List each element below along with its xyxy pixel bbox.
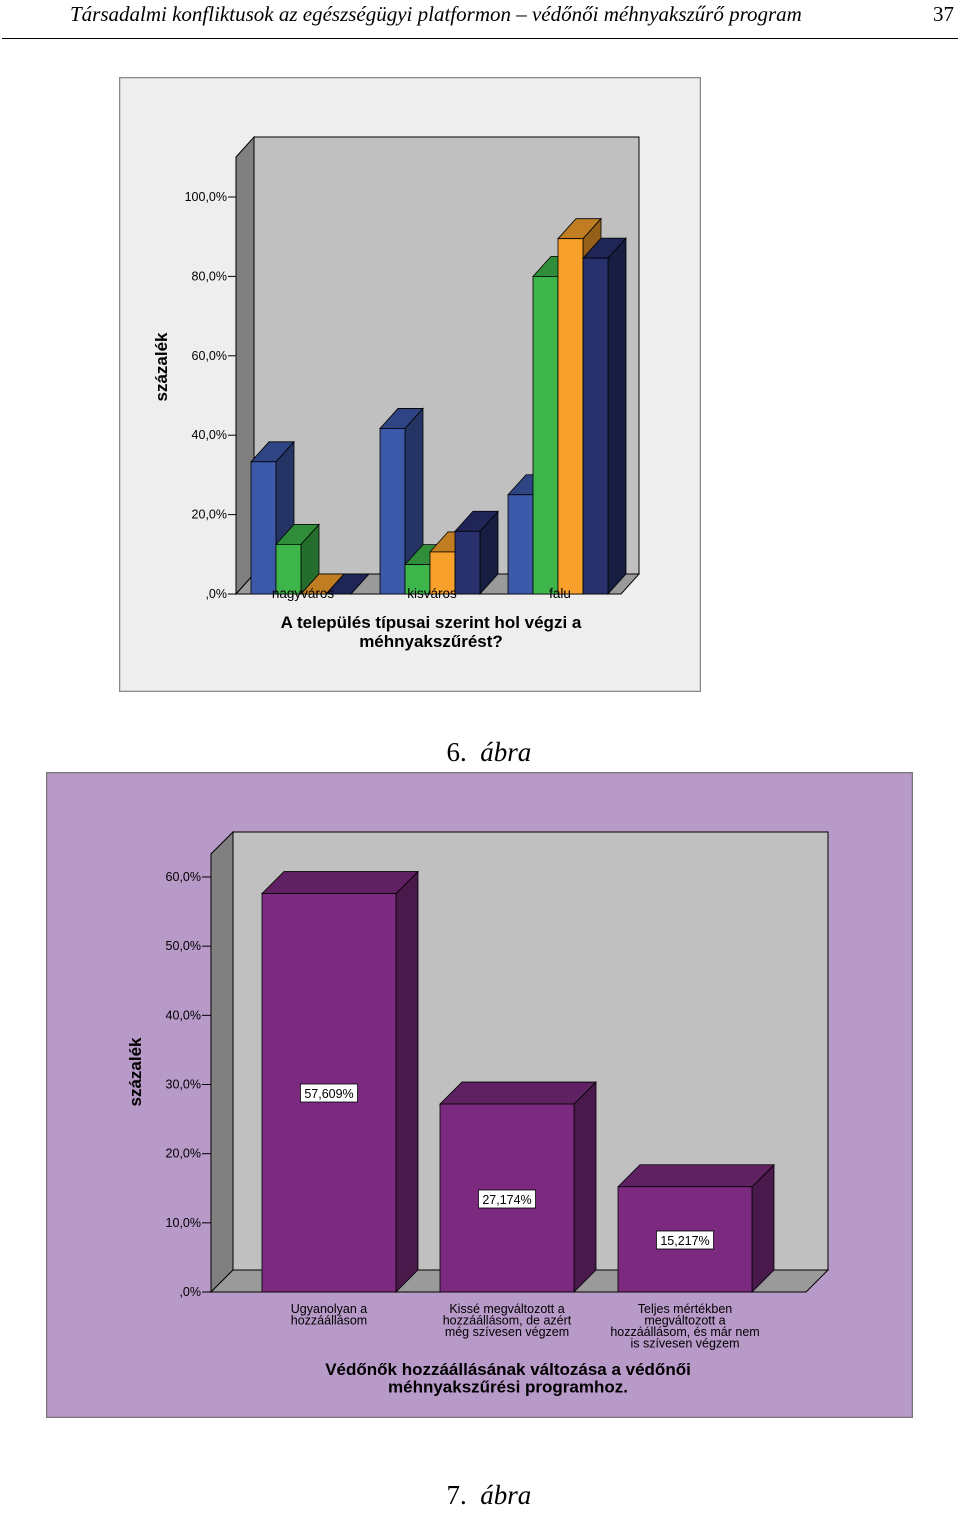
x-tick-label: még szívesen végzem bbox=[445, 1325, 569, 1339]
figure-6-caption: 6. ábra bbox=[433, 698, 532, 767]
y-axis-label: százalék bbox=[126, 1037, 145, 1107]
bar-falu-3 bbox=[582, 237, 627, 596]
x-tick-label: hozzáállásom, de azért bbox=[443, 1314, 572, 1328]
figure-7-label: ábra bbox=[480, 1480, 532, 1510]
x-tick-label: Ugyanolyan a bbox=[291, 1302, 367, 1316]
x-axis-label: Védőnők hozzáállásának változása a védőn… bbox=[325, 1360, 691, 1379]
svg-text:57,609%: 57,609% bbox=[304, 1087, 353, 1101]
data-label: 27,174% bbox=[478, 1189, 536, 1209]
x-tick-label: Teljes mértékben bbox=[638, 1302, 733, 1316]
bar-kisváros-0 bbox=[379, 407, 424, 596]
header-divider bbox=[2, 38, 958, 39]
bar-kisváros-3 bbox=[454, 510, 499, 596]
y-tick-label: 60,0% bbox=[166, 870, 201, 884]
bar-2 bbox=[617, 1163, 775, 1293]
y-tick-label: 30,0% bbox=[166, 1078, 201, 1092]
x-axis-label: méhnyakszűrést? bbox=[359, 632, 503, 651]
svg-text:15,217%: 15,217% bbox=[660, 1234, 709, 1248]
chart-attitude-change: 60,0% 50,0% 40,0% 30,0% 20,0% 10,0% ,0% százalé… bbox=[46, 772, 913, 1418]
running-header-title: Társadalmi konfliktusok az egészségügyi … bbox=[70, 2, 802, 26]
data-label: 57,609% bbox=[300, 1083, 358, 1103]
x-tick-label: falu bbox=[549, 586, 571, 601]
x-tick-label: nagyváros bbox=[272, 586, 335, 601]
data-label: 15,217% bbox=[656, 1230, 714, 1250]
y-tick-label: 100,0% bbox=[185, 190, 227, 204]
y-tick-label: 80,0% bbox=[192, 269, 227, 283]
svg-text:27,174%: 27,174% bbox=[482, 1193, 531, 1207]
page-number: 37 bbox=[933, 2, 954, 26]
figure-7-number: 7. bbox=[446, 1480, 467, 1510]
y-tick-label: 20,0% bbox=[192, 508, 227, 522]
x-tick-label: megváltozott a bbox=[644, 1314, 725, 1328]
x-axis-label: méhnyakszűrési programhoz. bbox=[388, 1378, 628, 1397]
x-tick-label: is szívesen végzem bbox=[630, 1337, 739, 1351]
x-tick-label: hozzáállásom, és már nem bbox=[610, 1325, 759, 1339]
y-axis-label: százalék bbox=[152, 332, 171, 402]
y-tick-label: ,0% bbox=[205, 587, 227, 601]
y-tick-label: 40,0% bbox=[166, 1008, 201, 1022]
bar-nagyváros-1 bbox=[275, 523, 320, 596]
chart-settlement-distance: 100,0% 80,0% 60,0% 40,0% 20,0% ,0% százalék nag… bbox=[119, 77, 701, 692]
y-tick-label: ,0% bbox=[179, 1285, 201, 1299]
side-wall bbox=[210, 830, 234, 1294]
y-tick-label: 50,0% bbox=[166, 939, 201, 953]
bar-nagyváros-3 bbox=[325, 573, 370, 595]
y-tick-label: 40,0% bbox=[192, 428, 227, 442]
y-tick-label: 20,0% bbox=[166, 1147, 201, 1161]
figure-6-label: ábra bbox=[480, 737, 532, 767]
figure-6-number: 6. bbox=[446, 737, 467, 767]
x-axis-label: A település típusai szerint hol végzi a bbox=[281, 613, 582, 632]
figure-7-caption: 7. ábra bbox=[433, 1441, 532, 1510]
bar-0 bbox=[261, 870, 419, 1293]
x-tick-label: kisváros bbox=[407, 586, 457, 601]
bar-1 bbox=[439, 1081, 597, 1293]
y-tick-label: 60,0% bbox=[192, 349, 227, 363]
x-tick-label: hozzáállásom bbox=[291, 1314, 367, 1328]
x-tick-label: Kissé megváltozott a bbox=[449, 1302, 564, 1316]
y-tick-label: 10,0% bbox=[166, 1216, 201, 1230]
